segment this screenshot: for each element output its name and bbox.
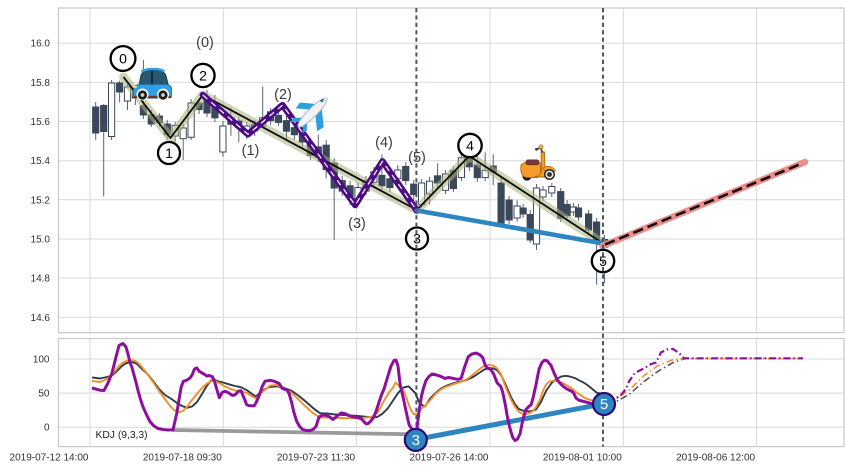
svg-text:2019-07-18 09:30: 2019-07-18 09:30	[143, 453, 222, 464]
svg-text:15.4: 15.4	[31, 156, 51, 167]
svg-text:16.0: 16.0	[31, 39, 51, 50]
svg-text:14.6: 14.6	[31, 313, 51, 324]
svg-text:100: 100	[33, 355, 50, 366]
svg-text:(2): (2)	[274, 87, 292, 103]
svg-text:4: 4	[466, 138, 474, 154]
svg-text:15.8: 15.8	[31, 78, 51, 89]
svg-text:2019-08-01 10:00: 2019-08-01 10:00	[543, 453, 622, 464]
svg-text:2019-07-12 14:00: 2019-07-12 14:00	[10, 453, 89, 464]
svg-text:2019-08-06 12:00: 2019-08-06 12:00	[676, 453, 755, 464]
svg-text:2019-07-23 11:30: 2019-07-23 11:30	[277, 453, 356, 464]
svg-text:5: 5	[600, 396, 608, 413]
svg-text:(1): (1)	[242, 143, 260, 159]
svg-text:15.2: 15.2	[31, 195, 51, 206]
svg-text:2: 2	[199, 68, 207, 84]
svg-text:15.0: 15.0	[31, 235, 51, 246]
svg-text:(0): (0)	[196, 35, 214, 51]
svg-text:2019-07-26 14:00: 2019-07-26 14:00	[410, 453, 489, 464]
svg-text:(4): (4)	[375, 135, 393, 151]
svg-text:1: 1	[165, 145, 173, 161]
svg-text:3: 3	[412, 432, 420, 449]
svg-text:(3): (3)	[348, 216, 366, 232]
svg-text:KDJ (9,3,3): KDJ (9,3,3)	[96, 430, 148, 441]
svg-text:14.8: 14.8	[31, 274, 51, 285]
svg-text:0: 0	[44, 423, 50, 434]
svg-text:15.6: 15.6	[31, 117, 51, 128]
svg-text:0: 0	[119, 51, 127, 67]
svg-text:50: 50	[38, 389, 50, 400]
